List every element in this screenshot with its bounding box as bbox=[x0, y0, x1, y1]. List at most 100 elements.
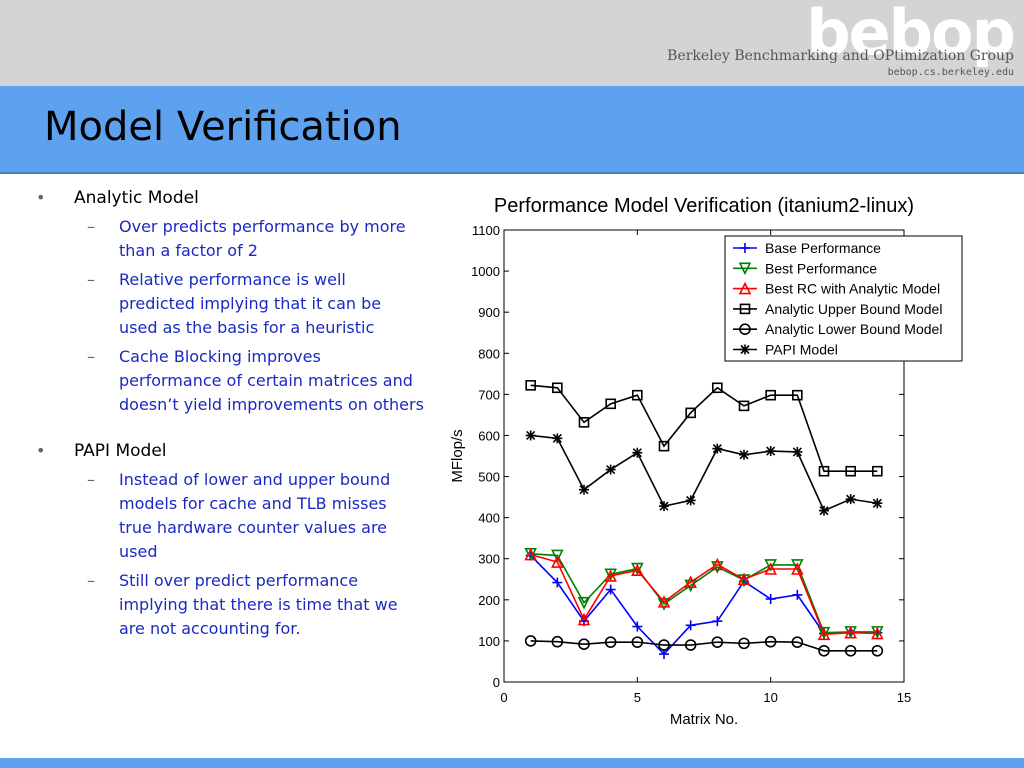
dash-icon: – bbox=[87, 470, 95, 489]
asterisk-marker-d2 bbox=[659, 501, 669, 511]
y-tick-label: 500 bbox=[478, 470, 500, 485]
y-tick-label: 700 bbox=[478, 387, 500, 402]
asterisk-marker-d2 bbox=[766, 446, 776, 456]
title-band: Model Verification bbox=[0, 86, 1024, 174]
data-point-series-5 bbox=[659, 501, 669, 512]
data-point-series-2 bbox=[711, 557, 724, 571]
y-tick-label: 300 bbox=[478, 552, 500, 567]
data-point-series-4 bbox=[524, 635, 537, 647]
circle-marker bbox=[844, 644, 857, 657]
data-point-series-4 bbox=[684, 639, 697, 651]
dash-icon: – bbox=[87, 571, 95, 590]
x-tick-label: 10 bbox=[763, 690, 777, 705]
asterisk-marker-d2 bbox=[739, 450, 749, 460]
data-point-series-1 bbox=[577, 596, 591, 610]
chart-legend: Base Performance Best Performance Best RC … bbox=[724, 235, 963, 362]
y-axis-label: MFlop/s bbox=[449, 429, 466, 482]
asterisk-marker-d2 bbox=[579, 485, 589, 495]
asterisk-marker-d2 bbox=[552, 433, 562, 443]
bebop-logo: bebop bbox=[806, 0, 1016, 69]
data-point-series-2 bbox=[764, 562, 777, 575]
square-marker bbox=[578, 417, 590, 428]
triangle-up-marker bbox=[791, 562, 804, 575]
series-line-5 bbox=[530, 434, 878, 512]
data-point-series-4 bbox=[711, 636, 724, 648]
triangle-up-marker bbox=[524, 547, 537, 561]
data-point-series-2 bbox=[844, 625, 857, 639]
legend-marker bbox=[738, 281, 752, 295]
data-point-series-5 bbox=[525, 430, 536, 441]
data-point-series-4 bbox=[871, 644, 884, 657]
data-point-series-2 bbox=[791, 562, 804, 575]
triangle-up-marker bbox=[738, 281, 752, 295]
subitem-text: Still over predict performance implying … bbox=[119, 571, 398, 638]
data-point-series-5 bbox=[685, 495, 696, 506]
data-point-series-3 bbox=[658, 440, 670, 452]
triangle-down-marker bbox=[577, 596, 591, 610]
square-marker bbox=[739, 303, 751, 315]
legend-marker bbox=[740, 243, 750, 253]
triangle-up-marker bbox=[871, 626, 884, 640]
bullet-text: PAPI Model bbox=[74, 441, 167, 461]
data-point-series-5 bbox=[605, 464, 616, 475]
data-point-series-4 bbox=[791, 636, 804, 648]
data-point-series-2 bbox=[604, 569, 617, 582]
legend-label: Best RC with Analytic Model bbox=[765, 281, 940, 297]
performance-chart: Performance Model Verification (itanium2… bbox=[449, 195, 963, 728]
circle-marker bbox=[658, 639, 670, 651]
asterisk-marker-d2 bbox=[686, 495, 696, 505]
bullet-papi-model: • PAPI Model bbox=[32, 439, 432, 463]
y-tick-label: 100 bbox=[478, 634, 500, 649]
data-point-series-2 bbox=[737, 572, 751, 586]
circle-marker bbox=[738, 637, 750, 650]
circle-marker bbox=[631, 636, 644, 648]
x-tick-label: 15 bbox=[897, 690, 911, 705]
legend-label: Analytic Lower Bound Model bbox=[765, 321, 942, 337]
circle-marker bbox=[791, 636, 804, 648]
legend-marker bbox=[739, 323, 751, 335]
legend-label: Analytic Upper Bound Model bbox=[765, 301, 942, 317]
series-line-2 bbox=[530, 553, 878, 636]
circle-marker bbox=[764, 635, 777, 648]
square-marker bbox=[605, 398, 616, 410]
asterisk-marker-d2 bbox=[872, 498, 882, 508]
data-point-series-3 bbox=[552, 382, 563, 394]
triangle-up-marker bbox=[844, 625, 857, 639]
data-point-series-2 bbox=[684, 575, 697, 588]
square-marker bbox=[765, 389, 776, 401]
data-point-series-1 bbox=[764, 559, 777, 572]
dash-icon: – bbox=[87, 347, 95, 366]
asterisk-marker-d2 bbox=[606, 464, 616, 475]
triangle-down-marker bbox=[791, 559, 804, 572]
y-tick-label: 900 bbox=[478, 305, 500, 320]
x-axis-label: Matrix No. bbox=[670, 711, 738, 728]
square-marker bbox=[738, 400, 750, 412]
circle-marker bbox=[684, 639, 697, 651]
data-point-series-3 bbox=[525, 380, 536, 391]
data-point-series-0 bbox=[712, 616, 723, 627]
asterisk-marker-d2 bbox=[792, 447, 802, 457]
circle-marker bbox=[871, 644, 884, 657]
subitem-text: Over predicts performance by more than a… bbox=[119, 217, 406, 260]
triangle-up-marker bbox=[711, 557, 724, 571]
subitem-text: Relative performance is well predicted i… bbox=[119, 270, 382, 337]
data-point-series-0 bbox=[685, 620, 696, 631]
circle-marker bbox=[711, 636, 724, 648]
circle-marker bbox=[551, 635, 564, 648]
data-point-series-0 bbox=[605, 584, 616, 595]
square-marker bbox=[658, 440, 670, 452]
data-point-series-4 bbox=[738, 637, 750, 650]
data-point-series-4 bbox=[631, 636, 644, 648]
data-point-series-1 bbox=[684, 579, 697, 593]
data-point-series-0 bbox=[632, 621, 643, 632]
data-point-series-5 bbox=[765, 446, 776, 457]
legend-marker bbox=[740, 344, 750, 355]
data-point-series-3 bbox=[765, 389, 776, 401]
legend-label: Base Performance bbox=[765, 240, 881, 256]
data-point-series-3 bbox=[818, 465, 830, 477]
y-tick-label: 0 bbox=[493, 675, 500, 690]
circle-marker bbox=[818, 644, 830, 657]
subitem-text: Instead of lower and upper bound models … bbox=[119, 470, 391, 561]
triangle-down-marker bbox=[738, 262, 752, 276]
data-point-series-1 bbox=[657, 598, 671, 611]
